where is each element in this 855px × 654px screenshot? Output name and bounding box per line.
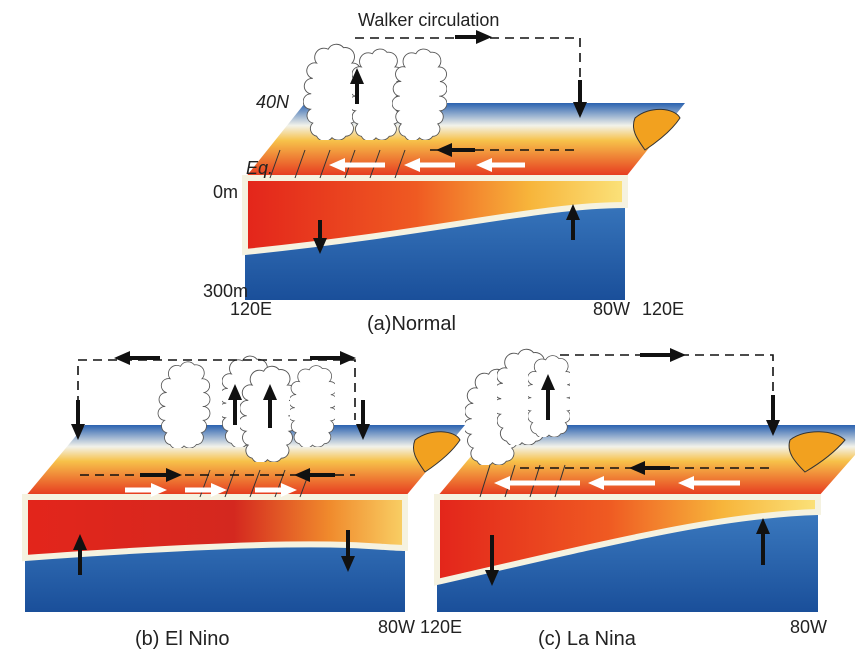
lon-label: 120E — [642, 299, 684, 319]
title: Walker circulation — [358, 10, 499, 30]
caption: (c) La Nina — [538, 628, 637, 650]
lat-label: 40N — [256, 92, 290, 112]
caption: (b) El Nino — [135, 628, 229, 650]
caption: (a)Normal — [367, 313, 456, 335]
lon-label: 120E — [230, 299, 272, 319]
enso-diagram: Walker circulation 40N Eq. 0m 300m 120E … — [0, 0, 855, 654]
lon-label: 80W — [790, 617, 827, 637]
land — [633, 109, 680, 150]
depth-label: 300m — [203, 281, 248, 301]
depth-label: 0m — [213, 182, 238, 202]
panel-normal: Walker circulation 40N Eq. 0m 300m 120E … — [203, 10, 685, 335]
lon-label: 120E — [420, 617, 462, 637]
lon-label: 80W — [593, 299, 630, 319]
lon-label: 80W — [378, 617, 415, 637]
panel-la-nina: 80W (c) La Nina — [437, 349, 855, 650]
land — [413, 432, 460, 472]
panel-el-nino: 80W 120E (b) El Nino — [25, 356, 465, 650]
lat-label: Eq. — [246, 158, 273, 178]
